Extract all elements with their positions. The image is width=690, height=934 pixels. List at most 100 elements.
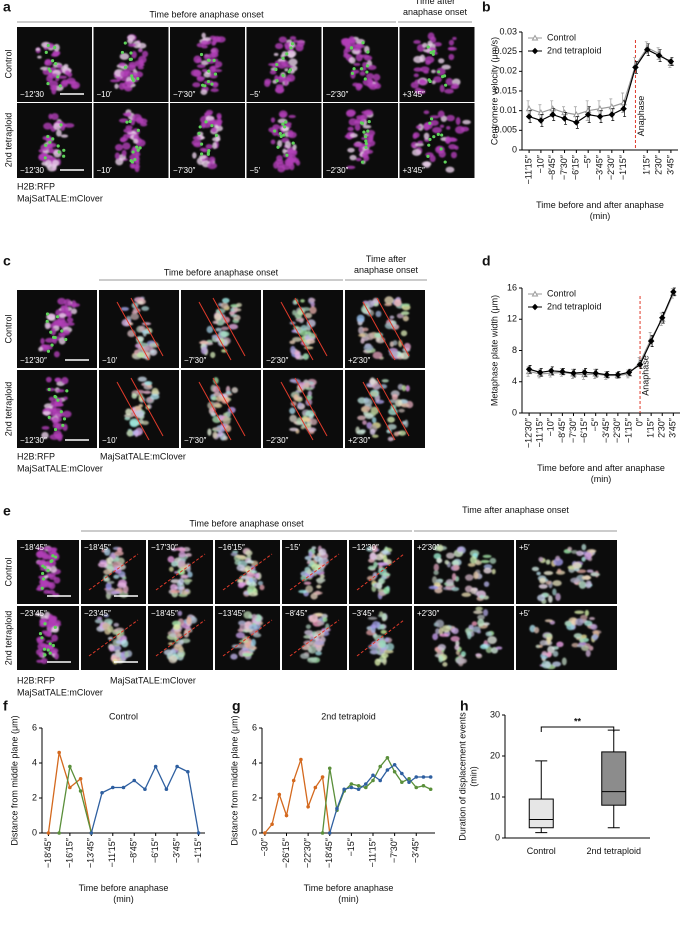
chromatin (60, 134, 69, 138)
x-axis-label: Time before and after anaphase (min) (537, 463, 665, 484)
point (428, 787, 433, 792)
chromatin (58, 337, 66, 345)
whisker (607, 729, 620, 829)
x-tick-label: −11′15″ (367, 837, 377, 867)
chromatin (452, 36, 457, 41)
centromere (41, 577, 46, 581)
chromatin (168, 642, 174, 646)
blobs (230, 611, 264, 660)
header: Time after anaphase onset (462, 505, 569, 515)
chromatin (545, 559, 551, 565)
panel-letter: a (3, 0, 11, 15)
point (647, 337, 655, 345)
blobs (97, 546, 129, 600)
chromatin (573, 633, 583, 639)
chromatin (363, 344, 374, 351)
centromere (62, 148, 66, 152)
chromatin (479, 594, 485, 599)
chromatin (413, 67, 423, 72)
chromatin (555, 555, 561, 561)
chromatin (70, 302, 80, 308)
point (549, 111, 556, 118)
time-label: −16′15″ (218, 543, 245, 552)
chromatin (190, 69, 201, 77)
chromatin (284, 81, 289, 87)
centromere (279, 134, 283, 138)
time-label: −18′45″ (84, 543, 111, 552)
chromatin (373, 302, 379, 307)
chromatin (114, 152, 120, 160)
chromatin (44, 159, 52, 168)
chromatin (219, 337, 225, 346)
x-tick-label: 0″ (634, 417, 644, 426)
centromere (437, 70, 441, 74)
chromatin (186, 628, 193, 632)
y-tick-label: 16 (507, 282, 517, 292)
chromatin (249, 645, 254, 649)
chromatin (302, 353, 309, 360)
chromatin (134, 410, 145, 418)
chromatin (400, 403, 410, 408)
chromatin (378, 562, 389, 566)
chromatin (405, 385, 410, 392)
chromatin (67, 72, 73, 78)
chromatin (445, 579, 454, 586)
centromere (429, 50, 433, 55)
chromatin (575, 618, 584, 626)
chromatin (316, 584, 322, 589)
channel-label: H2B:RFP (17, 181, 55, 191)
chromatin (445, 78, 454, 86)
point (78, 789, 83, 793)
plate-line (289, 553, 340, 591)
chromatin (311, 569, 321, 574)
chromatin (389, 350, 399, 357)
chromatin (304, 382, 311, 389)
chromatin (366, 72, 374, 80)
chromatin (212, 141, 218, 150)
point (385, 768, 390, 772)
time-label: −12′30″ (20, 356, 47, 365)
y-axis-label: Centromere velocity (μm/s) (489, 37, 499, 145)
chromatin (196, 76, 206, 80)
chromatin (314, 630, 325, 636)
chromatin (446, 126, 451, 130)
chromatin (115, 144, 124, 151)
row-label: 2nd tetraploid (3, 382, 13, 437)
micrograph-content (41, 376, 72, 442)
channel-label: H2B:RFP (17, 675, 55, 685)
point (349, 785, 354, 790)
x-tick-label: −8′45″ (129, 837, 139, 863)
chromatin (402, 315, 409, 322)
chromatin (353, 62, 361, 66)
blobs (268, 110, 301, 173)
blobs (207, 377, 238, 441)
significance: ** (574, 716, 582, 726)
chromatin (570, 577, 580, 584)
chromatin (362, 124, 372, 129)
header-box: Time after anaphase onset (403, 0, 467, 17)
chromatin (48, 73, 58, 79)
chromatin (150, 393, 160, 400)
point (153, 764, 158, 769)
chromatin (467, 631, 472, 640)
time-label: −12′30 (20, 90, 45, 99)
time-label: −2′30″ (326, 90, 349, 99)
chromatin (358, 333, 366, 338)
centromere (201, 83, 205, 87)
header-box: Time after anaphase onset (462, 505, 569, 515)
chromatin (114, 649, 121, 658)
x-tick-label: −10″ (546, 417, 556, 436)
micrograph-content (264, 36, 305, 94)
x-tick-label: −3′45″ (411, 837, 421, 863)
chromatin (57, 435, 63, 442)
centromere (138, 146, 142, 150)
plate-line (222, 553, 273, 591)
chromatin (396, 313, 404, 319)
point (584, 111, 592, 118)
chromatin (205, 109, 214, 115)
chromatin (144, 380, 153, 386)
y-tick-label: 0.02 (499, 66, 517, 76)
chromatin (178, 560, 186, 568)
chromatin (138, 48, 143, 53)
chromatin (581, 634, 587, 639)
